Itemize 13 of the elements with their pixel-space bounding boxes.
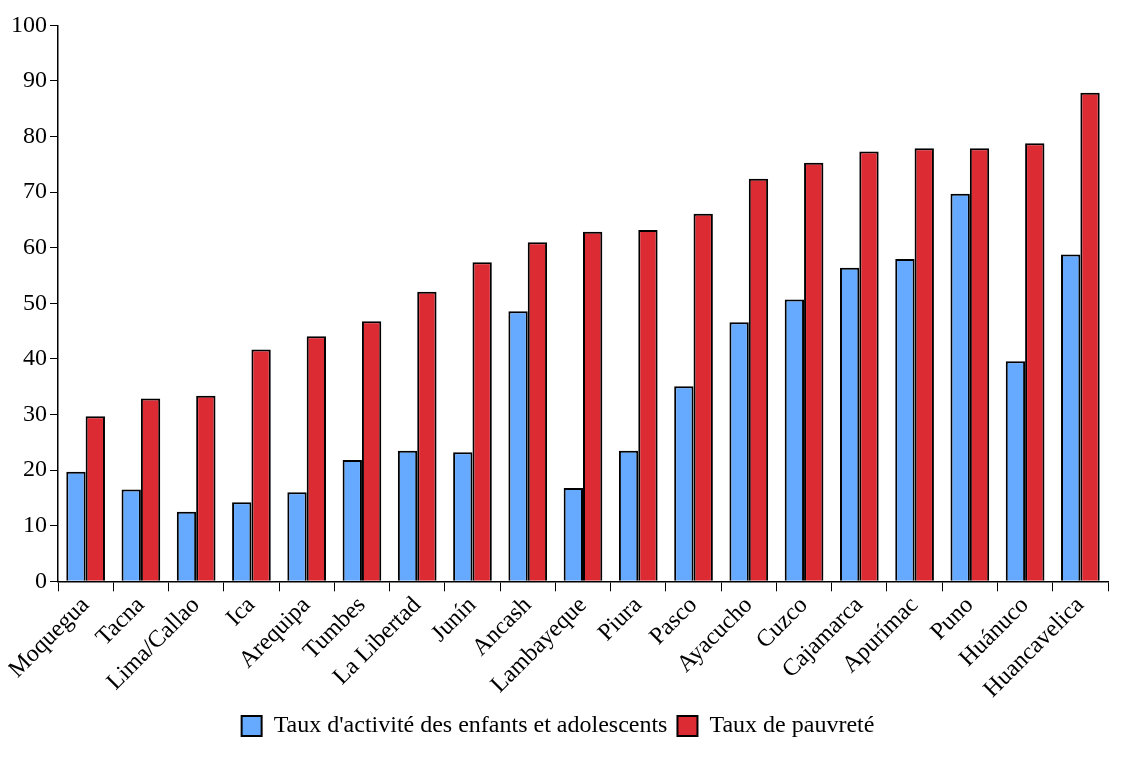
y-tick-label: 0 [35, 566, 47, 593]
y-tick-label: 30 [23, 399, 47, 426]
y-tick-label: 80 [23, 121, 47, 148]
y-tick-label: 20 [23, 455, 47, 482]
y-tick-label: 100 [11, 10, 47, 37]
y-tick-label: 60 [23, 233, 47, 260]
y-tick-label: 90 [23, 66, 47, 93]
y-tick-label: 70 [23, 177, 47, 204]
legend-label: Taux de pauvreté [709, 711, 875, 738]
y-tick-label: 40 [23, 344, 47, 371]
y-tick-label: 50 [23, 288, 47, 315]
legend-label: Taux d'activité des enfants et adolescents [273, 711, 668, 738]
y-tick-label: 10 [23, 511, 47, 538]
